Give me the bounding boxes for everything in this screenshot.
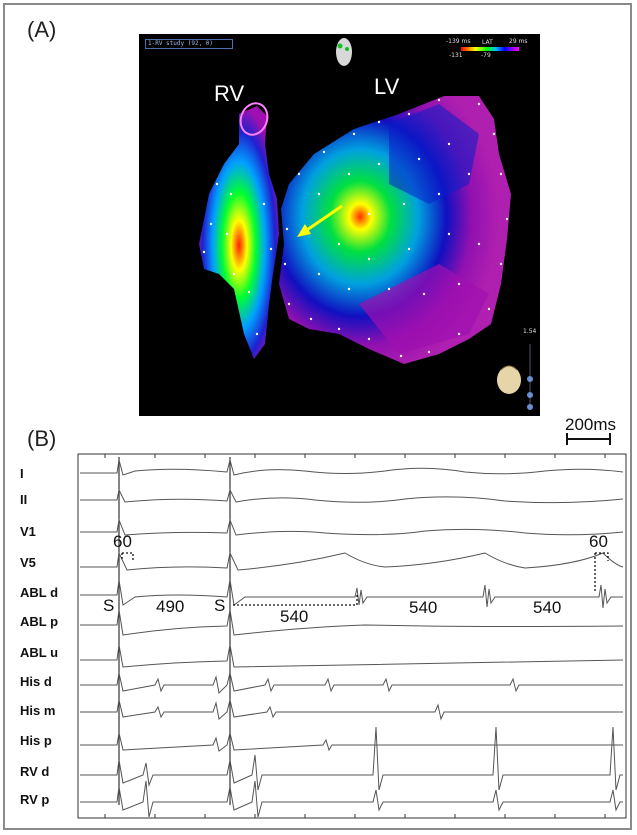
arrow [303,204,343,234]
delay-60-left: 60 [113,532,132,551]
heart-icon [497,366,521,394]
rv-label: RV [214,81,245,106]
panel-a-label: (A) [27,17,57,42]
lat-max-top: 29 ms [509,38,528,45]
channel-label-rv-p: RV p [20,792,50,807]
egm-traces [77,433,627,819]
lat-color-bar [461,47,519,51]
scale-bar-label: 200ms [565,415,617,434]
interval-540-b: 540 [409,598,438,617]
channel-label-abl-u: ABL u [20,645,59,660]
tool-icon-1 [527,376,533,382]
toolbar-value: 1.54 [523,328,537,335]
channel-label-abl-d: ABL d [20,585,59,600]
tool-icon-2 [527,392,533,398]
stim-label-2: S [214,596,226,615]
map-points [202,98,509,358]
channel-label-abl-p: ABL p [20,614,59,629]
channel-label-I: I [20,466,24,481]
interval-540-a: 540 [280,607,309,626]
lat-min-top: -139 ms [446,38,471,45]
electroanatomic-map: 1-RV study (92, 0) -139 ms LAT 29 ms -13… [139,34,540,416]
channel-label-his-d: His d [20,674,52,689]
channel-label-rv-d: RV d [20,764,50,779]
channel-label-V1: V1 [20,524,36,539]
channel-label-II: II [20,492,28,507]
lv-label: LV [374,74,400,99]
channel-label-his-m: His m [20,703,56,718]
lat-title: LAT [482,39,493,46]
panel-b-label: (B) [27,426,57,451]
interval-490: 490 [156,597,185,616]
lat-max-bottom: -79 [481,52,491,59]
study-select[interactable]: 1-RV study (92, 0) [145,39,233,49]
stim-label-1: S [103,596,115,615]
tool-icon-3 [527,404,533,410]
rv-surface [199,106,279,359]
interval-540-c: 540 [533,598,562,617]
figure-frame: (A) [3,3,632,830]
lat-min-bottom: -131 [449,52,463,59]
channel-label-V5: V5 [20,555,36,570]
channel-label-his-p: His p [20,733,52,748]
delay-60-right: 60 [589,532,608,551]
map-graphic [199,38,533,410]
